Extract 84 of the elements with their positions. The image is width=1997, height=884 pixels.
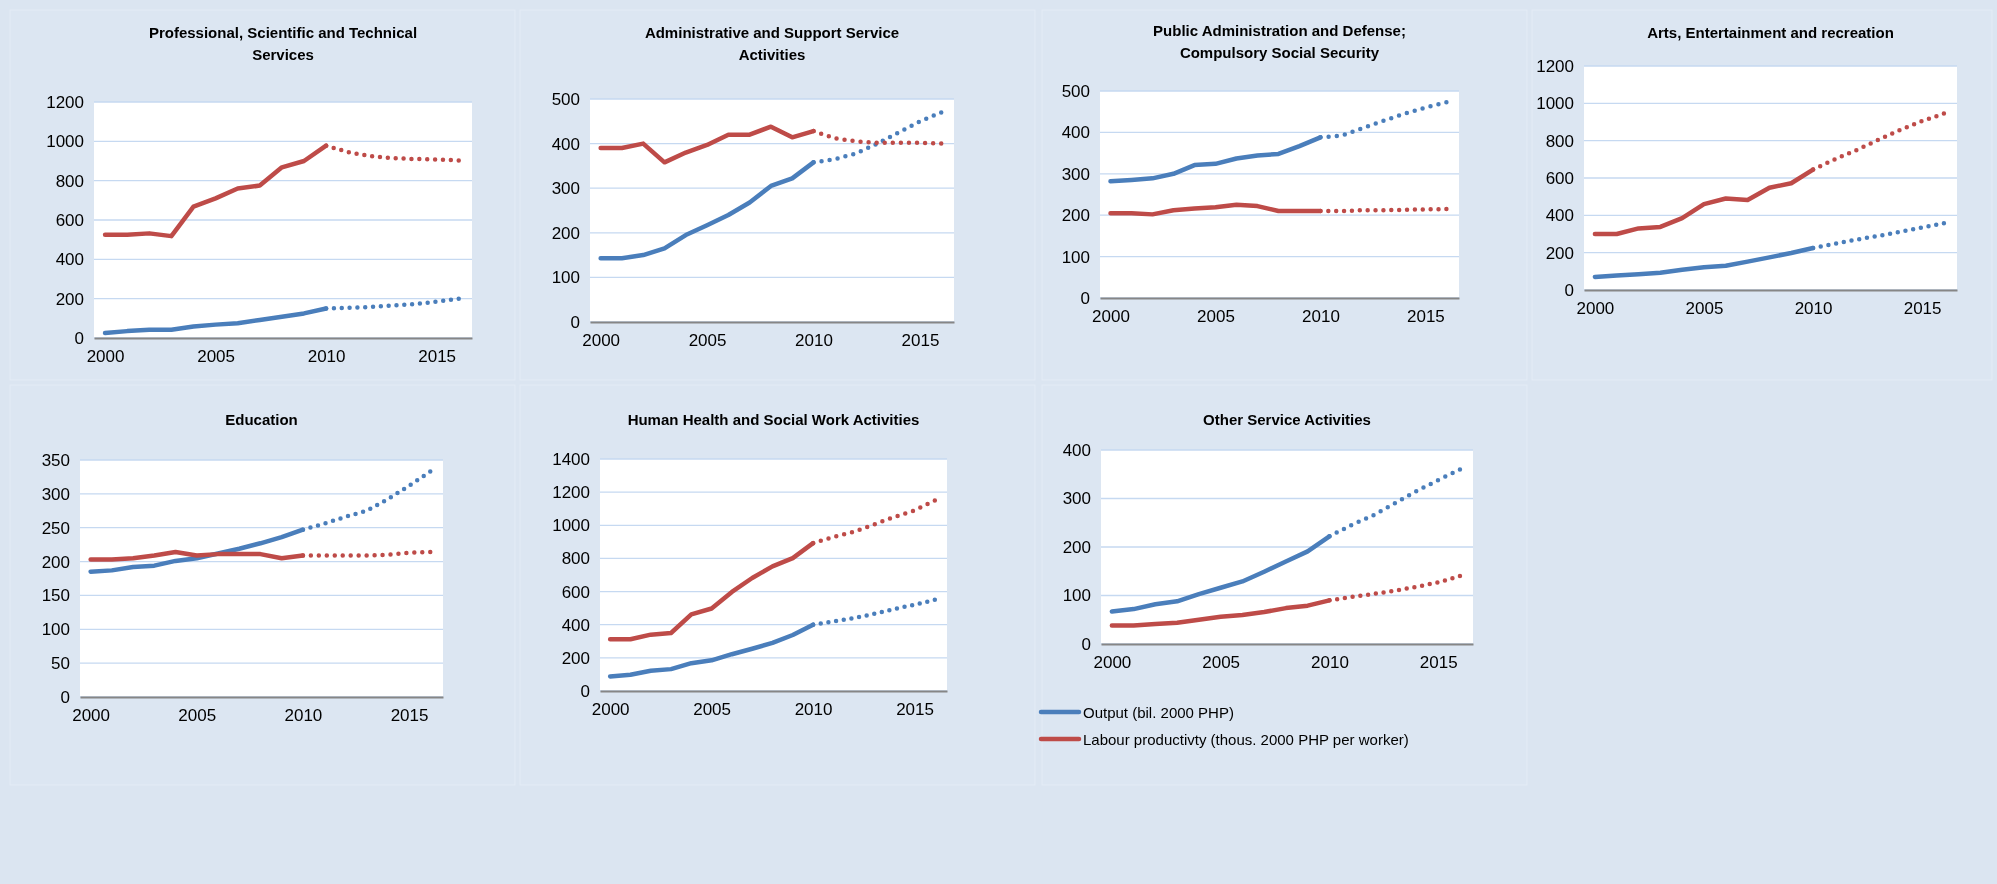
x-tick-label: 2015 [901,331,940,351]
x-tick-label: 2015 [1419,653,1458,673]
chart-title: Other Service Activities [1203,411,1371,428]
x-tick-label: 2010 [1302,307,1340,327]
y-tick-label: 1000 [1536,94,1574,114]
y-tick-label: 400 [1545,206,1574,226]
y-tick-label: 300 [41,484,70,504]
y-tick-label: 400 [1061,123,1090,143]
y-tick-label: 800 [561,549,590,569]
x-tick-label: 2000 [1093,653,1132,673]
y-tick-label: 400 [1062,440,1091,460]
x-tick-label: 2005 [197,347,235,367]
x-tick-label: 2000 [86,347,125,367]
x-tick-label: 2000 [72,706,111,726]
y-tick-label: 100 [1061,247,1090,267]
y-tick-label: 300 [1062,489,1091,509]
y-tick-label: 0 [1564,280,1574,300]
x-tick-label: 2015 [390,706,429,726]
x-tick-label: 2005 [693,700,732,720]
y-tick-label: 600 [55,210,84,230]
legend-label: Output (bil. 2000 PHP) [1083,704,1234,721]
x-tick-label: 2005 [688,331,727,351]
y-tick-label: 500 [1061,81,1090,101]
y-tick-label: 600 [1545,168,1574,188]
x-tick-label: 2010 [795,331,833,351]
x-tick-label: 2010 [794,700,833,720]
y-tick-label: 400 [551,134,580,154]
y-tick-label: 0 [1080,288,1090,308]
y-tick-label: 1400 [552,449,590,469]
y-tick-label: 200 [561,648,590,668]
y-tick-label: 250 [41,518,70,538]
y-tick-label: 200 [551,223,580,243]
y-tick-label: 0 [74,328,84,348]
y-tick-label: 100 [41,620,70,640]
chart-title: Education [225,411,298,428]
y-tick-label: 0 [60,687,70,707]
x-tick-label: 2000 [582,331,621,351]
x-tick-label: 2010 [284,706,323,726]
y-tick-label: 0 [580,681,590,701]
x-tick-label: 2015 [418,347,457,367]
x-tick-label: 2015 [1407,307,1445,327]
x-tick-label: 2005 [178,706,217,726]
y-tick-label: 300 [1061,164,1090,184]
legend-label: Labour productivty (thous. 2000 PHP per worker) [1083,731,1409,748]
y-tick-label: 200 [41,552,70,572]
x-tick-label: 2015 [1903,299,1942,319]
y-tick-label: 50 [51,654,70,674]
y-tick-label: 200 [55,289,84,309]
chart-title: Human Health and Social Work Activities [627,411,920,428]
chart-title: Public Administration and Defense; Compulsory Social Security [1153,22,1406,61]
y-tick-label: 0 [1081,634,1091,654]
y-tick-label: 1200 [552,483,590,503]
x-tick-label: 2005 [1685,299,1724,319]
chart-title: Administrative and Support Service Activities [644,24,900,63]
y-tick-label: 800 [1545,131,1574,151]
x-tick-label: 2005 [1202,653,1241,673]
y-tick-label: 1000 [552,516,590,536]
chart-title: Professional, Scientific and Technical Services [148,24,418,63]
x-tick-label: 2010 [1311,653,1349,673]
x-tick-label: 2005 [1197,307,1235,327]
y-tick-label: 200 [1062,537,1091,557]
x-tick-label: 2010 [1794,299,1833,319]
y-tick-label: 100 [551,268,580,288]
chart-title: Arts, Entertainment and recreation [1647,24,1894,41]
x-tick-label: 2015 [896,700,934,720]
x-tick-label: 2000 [1092,307,1130,327]
y-tick-label: 1200 [1536,56,1574,76]
x-tick-label: 2000 [1576,299,1615,319]
y-tick-label: 600 [561,582,590,602]
y-tick-label: 300 [551,179,580,199]
y-tick-label: 100 [1062,586,1091,606]
x-tick-label: 2010 [307,347,346,367]
y-tick-label: 400 [55,250,84,270]
y-tick-label: 1000 [46,132,84,152]
y-tick-label: 800 [55,171,84,191]
y-tick-label: 350 [41,450,70,470]
y-tick-label: 200 [1061,206,1090,226]
y-tick-label: 500 [551,89,580,109]
y-tick-label: 200 [1545,243,1574,263]
y-tick-label: 1200 [46,92,84,112]
x-tick-label: 2000 [591,700,630,720]
y-tick-label: 0 [570,312,580,332]
y-tick-label: 400 [561,615,590,635]
y-tick-label: 150 [41,586,70,606]
